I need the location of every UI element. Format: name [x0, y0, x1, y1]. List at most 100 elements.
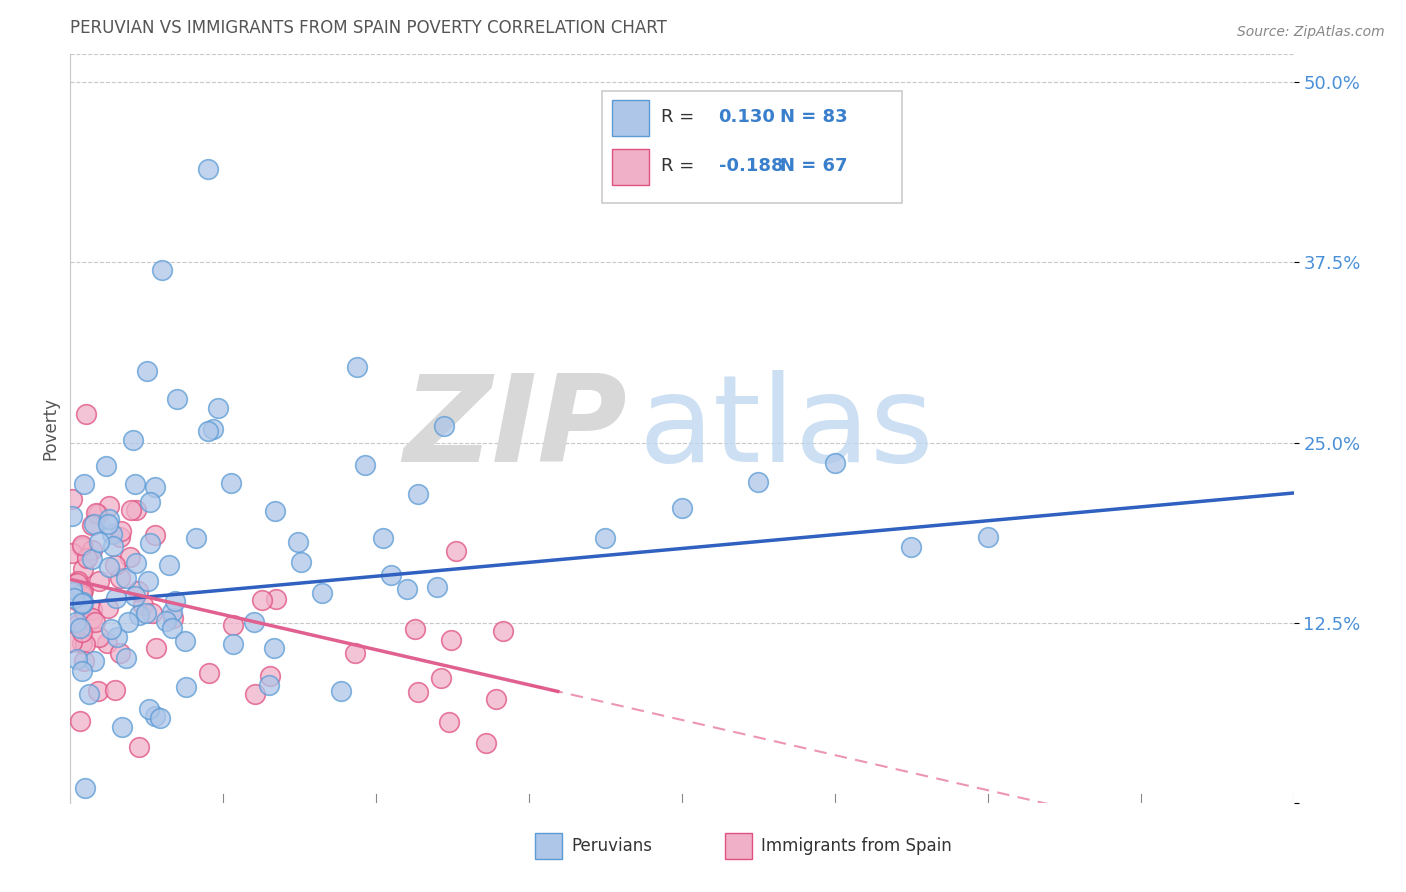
- Point: [84, 506, 107, 520]
- Point: [311, 586, 333, 600]
- Point: [70, 540, 93, 554]
- Point: [128, 740, 150, 755]
- Point: [408, 487, 430, 501]
- Point: [89, 574, 111, 588]
- Point: [73, 476, 96, 491]
- Point: [404, 623, 426, 637]
- Point: [77, 687, 100, 701]
- Point: [162, 611, 184, 625]
- Point: [104, 558, 127, 573]
- Point: [440, 632, 463, 647]
- Point: [138, 701, 160, 715]
- Point: [66, 574, 89, 588]
- Point: [70, 538, 93, 552]
- Point: [264, 592, 287, 607]
- Point: [73, 637, 96, 651]
- Point: [60, 546, 83, 560]
- Point: [110, 530, 132, 544]
- Point: [73, 654, 96, 668]
- Text: R =: R =: [661, 108, 700, 126]
- Point: [354, 458, 377, 473]
- Point: [343, 646, 366, 660]
- Point: [87, 508, 110, 522]
- Point: [263, 504, 285, 518]
- Point: [114, 651, 136, 665]
- FancyBboxPatch shape: [602, 91, 903, 203]
- Point: [155, 615, 177, 629]
- Point: [70, 597, 93, 611]
- Point: [197, 424, 219, 438]
- Point: [157, 558, 180, 572]
- Point: [62, 591, 84, 606]
- Point: [75, 781, 97, 796]
- Point: [97, 499, 120, 513]
- Point: [60, 492, 83, 507]
- Point: [69, 621, 91, 635]
- Point: [97, 559, 120, 574]
- Point: [174, 634, 197, 648]
- Text: 0.130: 0.130: [718, 108, 776, 126]
- Point: [60, 635, 83, 649]
- Point: [117, 615, 139, 629]
- Point: [492, 624, 515, 638]
- Text: R =: R =: [661, 157, 700, 175]
- Point: [100, 527, 122, 541]
- Point: [72, 562, 94, 576]
- Point: [446, 544, 468, 558]
- Point: [263, 641, 285, 656]
- Point: [80, 552, 103, 566]
- Point: [163, 594, 186, 608]
- Point: [76, 551, 98, 566]
- Point: [143, 709, 166, 723]
- Point: [135, 363, 157, 377]
- Point: [122, 433, 145, 447]
- Point: [166, 392, 188, 407]
- Point: [72, 595, 94, 609]
- Point: [80, 603, 103, 617]
- Point: [66, 617, 89, 632]
- Text: -0.188: -0.188: [718, 157, 783, 175]
- Point: [97, 516, 120, 531]
- Point: [160, 621, 183, 635]
- Point: [72, 583, 94, 598]
- Point: [108, 571, 131, 585]
- Point: [127, 584, 149, 599]
- Point: [257, 678, 280, 692]
- Point: [70, 636, 93, 650]
- Point: [73, 604, 96, 618]
- Point: [243, 615, 266, 629]
- Point: [120, 503, 142, 517]
- Point: [124, 477, 146, 491]
- Point: [65, 575, 87, 590]
- Point: [139, 535, 162, 549]
- Point: [346, 359, 368, 374]
- Text: Immigrants from Spain: Immigrants from Spain: [762, 837, 952, 855]
- Point: [69, 588, 91, 602]
- Point: [287, 535, 309, 549]
- Point: [75, 407, 97, 421]
- Point: [329, 684, 352, 698]
- Point: [104, 591, 127, 606]
- Point: [96, 636, 118, 650]
- Point: [97, 601, 120, 615]
- Point: [110, 720, 132, 734]
- Point: [72, 596, 94, 610]
- Point: [82, 518, 104, 533]
- Point: [83, 615, 105, 629]
- Point: [145, 640, 167, 655]
- Point: [202, 422, 225, 436]
- Point: [72, 586, 94, 600]
- Point: [60, 509, 83, 524]
- Point: [259, 669, 281, 683]
- Point: [70, 625, 93, 640]
- Point: [143, 527, 166, 541]
- Point: [124, 589, 146, 603]
- Point: [149, 711, 172, 725]
- Point: [89, 535, 111, 549]
- Point: [87, 631, 110, 645]
- Point: [128, 608, 150, 623]
- Text: N = 67: N = 67: [780, 157, 848, 175]
- Point: [135, 607, 157, 621]
- Point: [485, 691, 508, 706]
- Point: [60, 585, 83, 599]
